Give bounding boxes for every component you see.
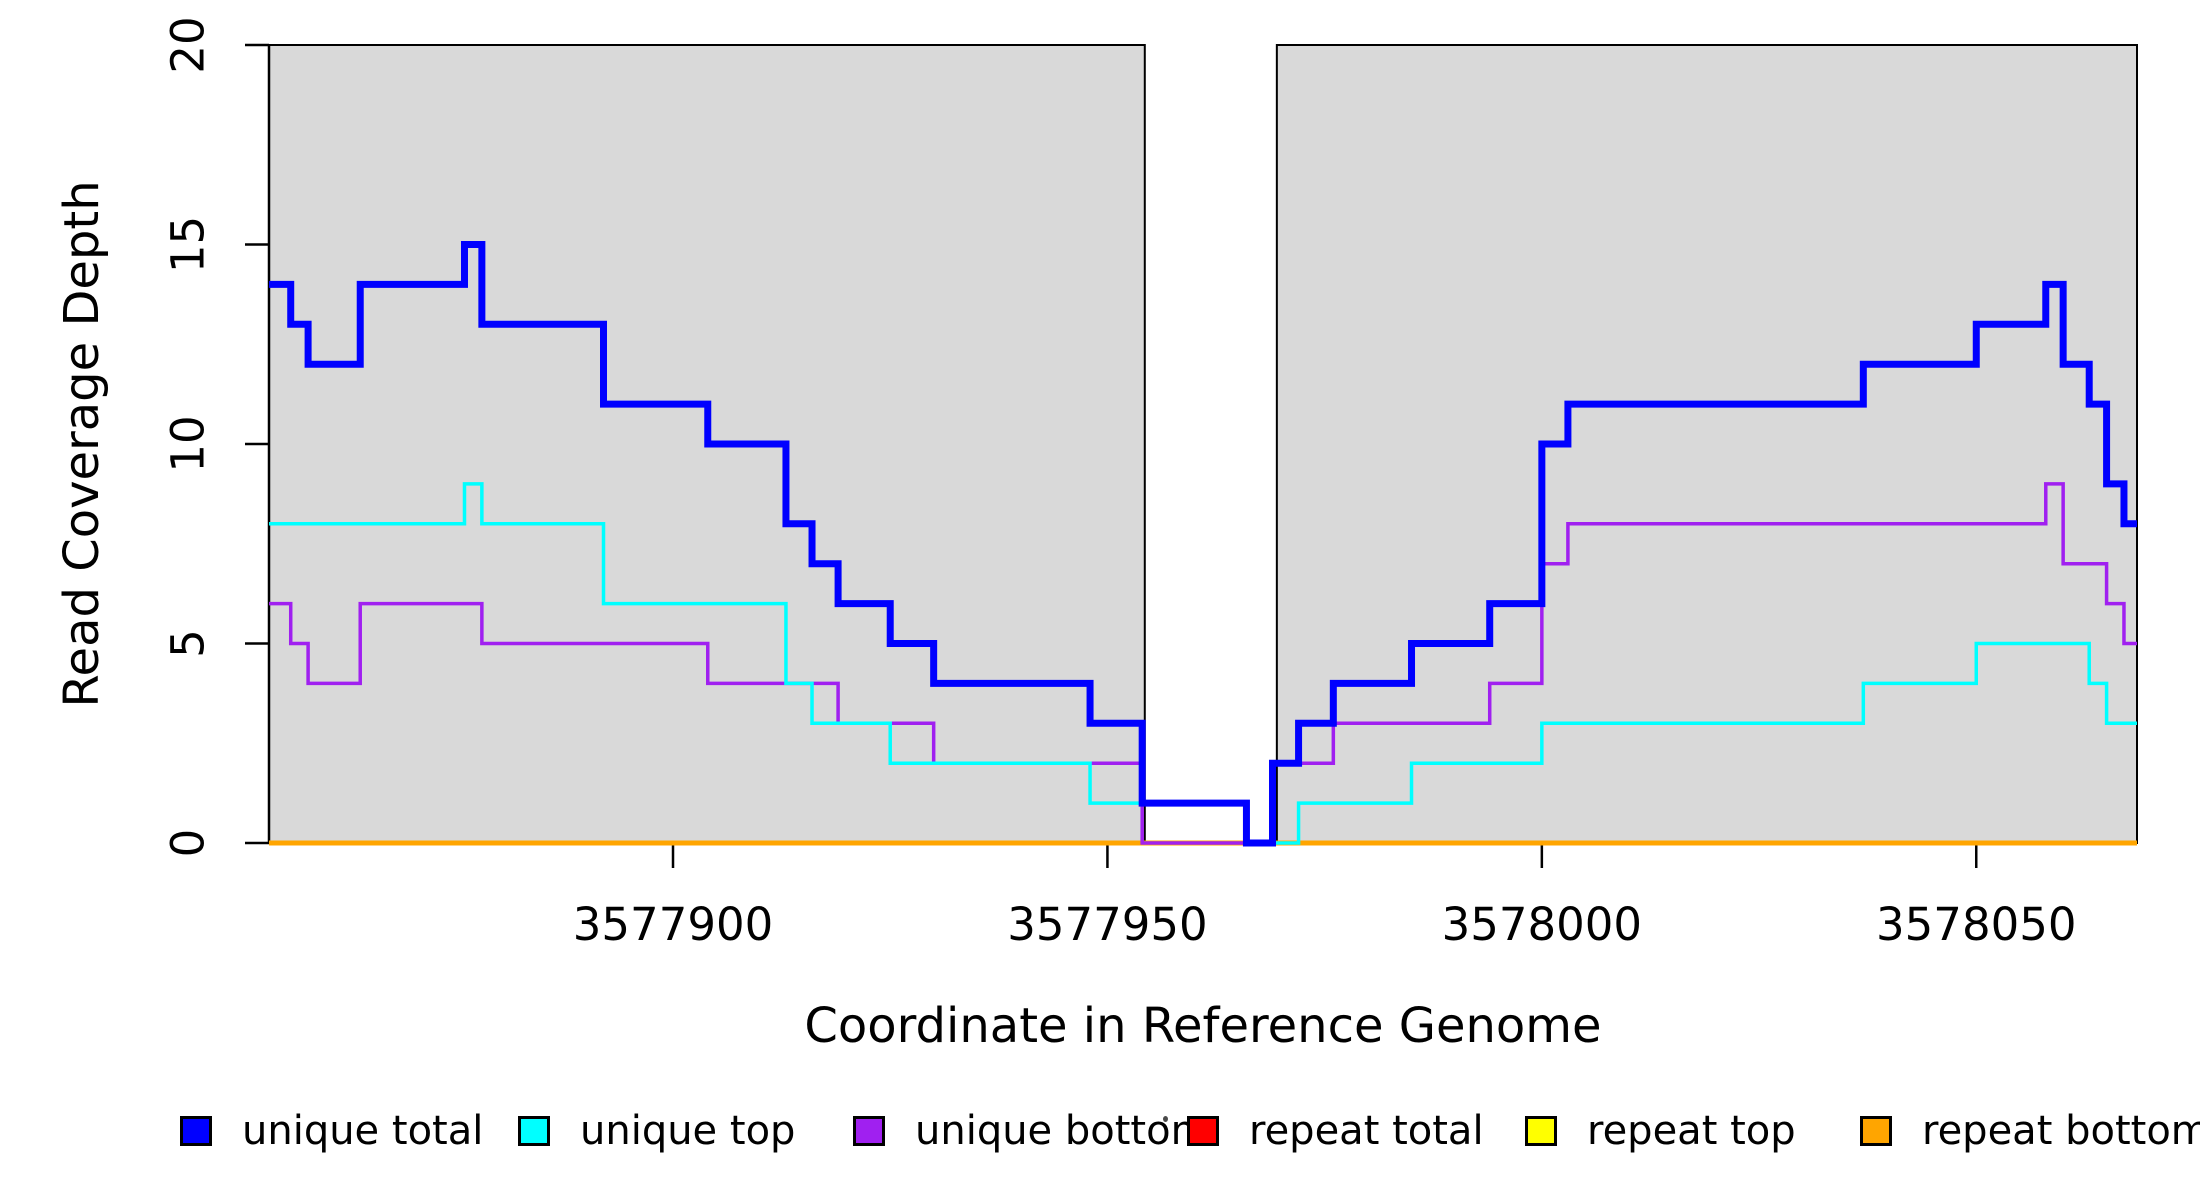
legend-item-repeat-total: repeat total <box>1187 1108 1484 1154</box>
stray-mark <box>1163 1116 1168 1122</box>
legend-label-unique-total: unique total <box>242 1108 484 1154</box>
legend-marker-unique-bottom <box>853 1116 885 1146</box>
legend-marker-repeat-total <box>1187 1116 1219 1146</box>
series-unique-total <box>269 241 2137 847</box>
y-axis-title: Read Coverage Depth <box>54 180 110 708</box>
y-tick-label: 0 <box>162 829 215 858</box>
legend-marker-unique-top <box>518 1116 550 1146</box>
legend: unique total unique top unique bottom repea… <box>0 1108 2200 1160</box>
y-tick-label: 10 <box>162 415 215 472</box>
legend-label-unique-bottom: unique bottom <box>915 1108 1210 1154</box>
legend-label-unique-top: unique top <box>580 1108 796 1154</box>
legend-item-repeat-bottom: repeat bottom <box>1860 1108 2200 1154</box>
shaded-region <box>1275 44 2139 844</box>
x-tick-label: 3578000 <box>1442 898 1642 951</box>
x-tick-label: 3577950 <box>1007 898 1207 951</box>
legend-label-repeat-total: repeat total <box>1249 1108 1484 1154</box>
legend-label-repeat-bottom: repeat bottom <box>1922 1108 2200 1154</box>
legend-marker-repeat-bottom <box>1860 1116 1892 1146</box>
legend-marker-repeat-top <box>1525 1116 1557 1146</box>
y-tick-label: 15 <box>162 216 215 273</box>
legend-item-unique-bottom: unique bottom <box>853 1108 1210 1154</box>
legend-item-repeat-top: repeat top <box>1525 1108 1796 1154</box>
x-tick-label: 3577900 <box>573 898 773 951</box>
legend-item-unique-total: unique total <box>180 1108 483 1154</box>
legend-marker-unique-total <box>180 1116 212 1146</box>
legend-label-repeat-top: repeat top <box>1587 1108 1796 1154</box>
y-tick-label: 5 <box>162 629 215 658</box>
y-tick-label: 20 <box>162 16 215 73</box>
legend-item-unique-top: unique top <box>518 1108 795 1154</box>
x-axis-title: Coordinate in Reference Genome <box>804 998 1602 1054</box>
x-tick-label: 3578050 <box>1876 898 2076 951</box>
